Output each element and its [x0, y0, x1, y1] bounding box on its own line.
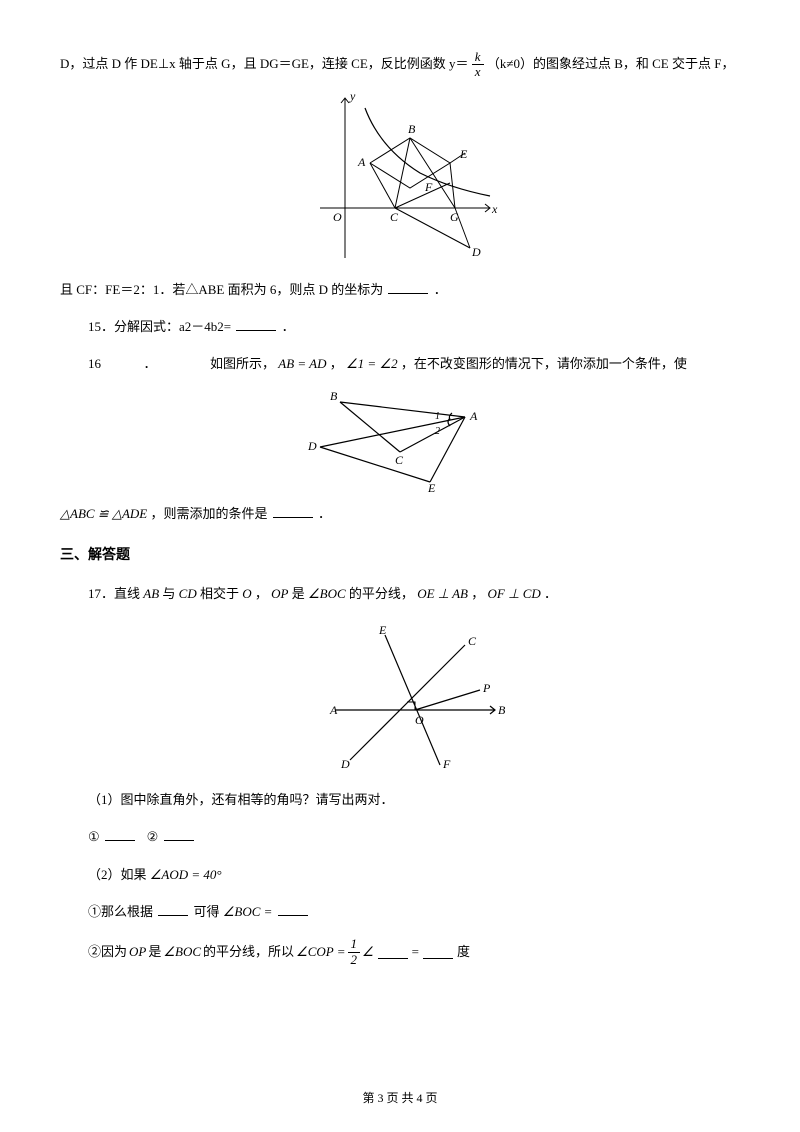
q14-graph-svg: y x O A B C D E F G	[300, 88, 500, 268]
q16-dot: ．	[90, 352, 210, 375]
q16-graph-svg: A B C D E 1 2	[300, 382, 500, 492]
q15: 15．分解因式：a2－4b2= ．	[60, 315, 740, 338]
svg-text:G: G	[450, 210, 459, 224]
q17-blank-3b[interactable]	[278, 902, 308, 916]
q17-blank-4a[interactable]	[378, 945, 408, 959]
q14-line2: 且 CF：FE＝2：1．若△ABE 面积为 6，则点 D 的坐标为 ．	[60, 278, 740, 301]
svg-text:A: A	[469, 409, 478, 423]
q16-figure: A B C D E 1 2	[60, 382, 740, 492]
q17-blank-3a[interactable]	[158, 902, 188, 916]
q17-blank-1b[interactable]	[164, 827, 194, 841]
q17-p3: ①那么根据 可得 ∠BOC =	[60, 900, 740, 923]
section-3-title: 三、解答题	[60, 543, 740, 568]
q14-fraction: k x	[472, 50, 484, 80]
svg-text:F: F	[424, 180, 433, 194]
svg-text:E: E	[378, 623, 387, 637]
svg-text:B: B	[498, 703, 506, 717]
svg-text:y: y	[349, 89, 356, 103]
svg-text:E: E	[427, 481, 436, 492]
q14-figure: y x O A B C D E F G	[60, 88, 740, 268]
svg-text:C: C	[390, 210, 399, 224]
svg-text:x: x	[491, 202, 498, 216]
q16-bottom: △ABC ≌ △ADE ，则需添加的条件是 ．	[60, 502, 740, 525]
q16-row: 16 ． 如图所示， AB = AD ， ∠1 = ∠2 ，在不改变图形的情况下…	[60, 352, 740, 375]
q17-stem: 17．直线 AB 与 CD 相交于 O ， OP 是 ∠BOC 的平分线， OE…	[60, 582, 740, 605]
q14-line1: D，过点 D 作 DE⊥x 轴于点 G，且 DG＝GE，连接 CE，反比例函数 …	[60, 50, 740, 80]
q17-p2: （2）如果 ∠AOD = 40°	[60, 863, 740, 886]
q17-blank-4b[interactable]	[423, 945, 453, 959]
q17-figure: A B C D E F O P	[60, 620, 740, 770]
svg-text:A: A	[329, 703, 338, 717]
q15-blank[interactable]	[236, 317, 276, 331]
svg-text:D: D	[471, 245, 481, 259]
svg-text:P: P	[482, 681, 491, 695]
svg-text:A: A	[357, 155, 366, 169]
q17-half-fraction: 1 2	[348, 937, 361, 967]
svg-text:F: F	[442, 757, 451, 770]
q17-p4: ②因为 OP 是 ∠BOC 的平分线，所以 ∠COP = 1 2 ∠ = 度	[60, 937, 740, 967]
page-footer: 第 3 页 共 4 页	[0, 1088, 800, 1110]
q16-blank[interactable]	[273, 504, 313, 518]
q17-p1-sub: ① ②	[60, 825, 740, 848]
svg-text:1: 1	[435, 411, 440, 422]
q14-post: （k≠0）的图象经过点 B，和 CE 交于点 F，	[487, 56, 735, 71]
svg-text:O: O	[333, 210, 342, 224]
q16-number: 16	[60, 352, 90, 375]
svg-text:2: 2	[435, 426, 440, 437]
svg-text:B: B	[408, 122, 416, 136]
svg-text:D: D	[340, 757, 350, 770]
svg-text:C: C	[468, 634, 477, 648]
q17-blank-1a[interactable]	[105, 827, 135, 841]
svg-text:E: E	[459, 147, 468, 161]
svg-text:C: C	[395, 453, 404, 467]
svg-text:O: O	[415, 713, 424, 727]
svg-text:B: B	[330, 389, 338, 403]
svg-text:D: D	[307, 439, 317, 453]
q17-p1: （1）图中除直角外，还有相等的角吗？请写出两对．	[60, 788, 740, 811]
q14-blank[interactable]	[388, 280, 428, 294]
q14-pre: D，过点 D 作 DE⊥x 轴于点 G，且 DG＝GE，连接 CE，反比例函数 …	[60, 56, 472, 71]
q17-graph-svg: A B C D E F O P	[325, 620, 515, 770]
q16-text: 如图所示， AB = AD ， ∠1 = ∠2 ，在不改变图形的情况下，请你添加…	[210, 352, 687, 375]
